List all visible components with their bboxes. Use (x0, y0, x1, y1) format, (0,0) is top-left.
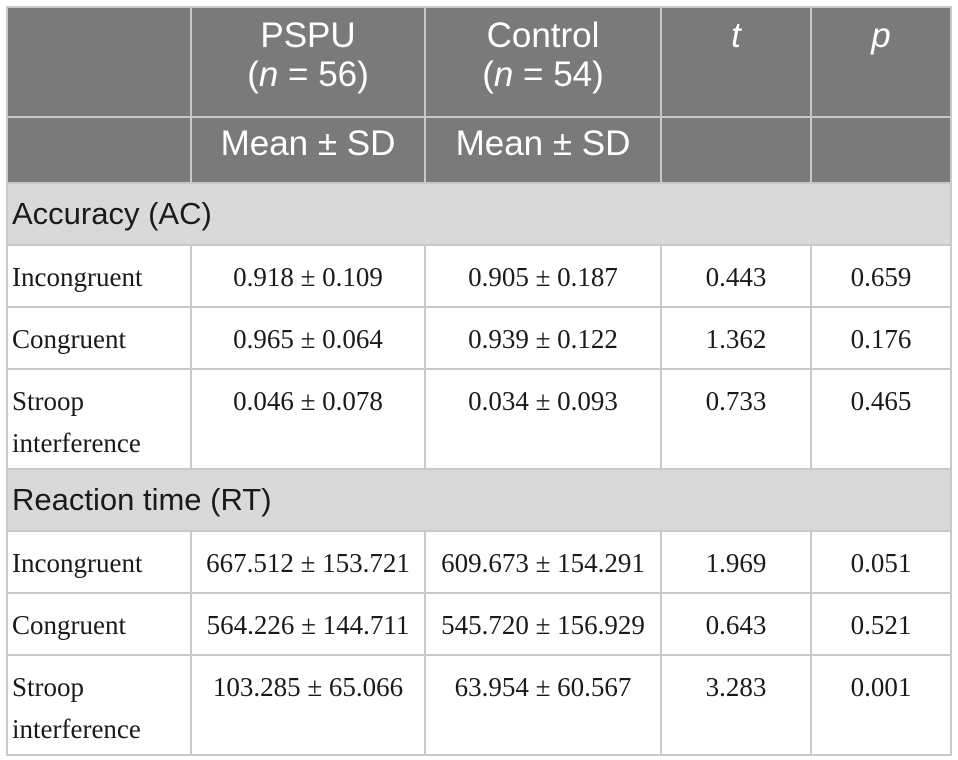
row-label: Congruent (6, 592, 192, 656)
p-cell: 0.521 (810, 592, 952, 656)
t-cell: 0.643 (660, 592, 812, 656)
control-cell: 609.673 ± 154.291 (424, 530, 662, 594)
t-cell: 0.443 (660, 244, 812, 308)
t-cell: 1.362 (660, 306, 812, 370)
subheader-empty-p (810, 116, 952, 184)
table-row: Incongruent 0.918 ± 0.109 0.905 ± 0.187 … (6, 244, 952, 308)
subheader-empty-cell (6, 116, 192, 184)
row-label: Incongruent (6, 244, 192, 308)
table-row: Stroop interference 0.046 ± 0.078 0.034 … (6, 368, 952, 470)
row-label: Stroop interference (6, 368, 192, 470)
pspu-cell: 0.965 ± 0.064 (190, 306, 426, 370)
control-cell: 63.954 ± 60.567 (424, 654, 662, 756)
control-cell: 545.720 ± 156.929 (424, 592, 662, 656)
header-pspu-n: (n = 56) (247, 55, 369, 94)
control-cell: 0.034 ± 0.093 (424, 368, 662, 470)
row-label-line1: Stroop (12, 672, 85, 702)
row-label-line1: Stroop (12, 386, 85, 416)
header-pspu: PSPU (n = 56) (190, 6, 426, 118)
pspu-cell: 103.285 ± 65.066 (190, 654, 426, 756)
row-label: Congruent (6, 306, 192, 370)
row-label: Incongruent (6, 530, 192, 594)
header-empty-cell (6, 6, 192, 118)
header-control-n: (n = 54) (482, 55, 604, 94)
subheader-row: Mean ± SD Mean ± SD (6, 116, 952, 184)
p-cell: 0.465 (810, 368, 952, 470)
p-cell: 0.176 (810, 306, 952, 370)
row-label-line2: interference (12, 428, 141, 458)
t-cell: 3.283 (660, 654, 812, 756)
subheader-empty-t (660, 116, 812, 184)
pspu-cell: 667.512 ± 153.721 (190, 530, 426, 594)
table-row: Congruent 0.965 ± 0.064 0.939 ± 0.122 1.… (6, 306, 952, 370)
section-row: Reaction time (RT) (6, 468, 952, 532)
table-row: Congruent 564.226 ± 144.711 545.720 ± 15… (6, 592, 952, 656)
p-cell: 0.659 (810, 244, 952, 308)
results-table: PSPU (n = 56) Control (n = 54) t p Mean … (6, 6, 952, 756)
pspu-cell: 0.046 ± 0.078 (190, 368, 426, 470)
header-t: t (660, 6, 812, 118)
row-label: Stroop interference (6, 654, 192, 756)
header-control: Control (n = 54) (424, 6, 662, 118)
p-cell: 0.051 (810, 530, 952, 594)
header-pspu-name: PSPU (260, 16, 356, 55)
pspu-cell: 0.918 ± 0.109 (190, 244, 426, 308)
table-row: Stroop interference 103.285 ± 65.066 63.… (6, 654, 952, 756)
header-row: PSPU (n = 56) Control (n = 54) t p (6, 6, 952, 118)
subheader-pspu: Mean ± SD (190, 116, 426, 184)
p-cell: 0.001 (810, 654, 952, 756)
t-cell: 0.733 (660, 368, 812, 470)
section-title: Reaction time (RT) (6, 468, 952, 532)
header-p: p (810, 6, 952, 118)
section-row: Accuracy (AC) (6, 182, 952, 246)
pspu-cell: 564.226 ± 144.711 (190, 592, 426, 656)
table-row: Incongruent 667.512 ± 153.721 609.673 ± … (6, 530, 952, 594)
control-cell: 0.939 ± 0.122 (424, 306, 662, 370)
header-control-name: Control (486, 16, 600, 55)
row-label-line2: interference (12, 714, 141, 744)
section-title: Accuracy (AC) (6, 182, 952, 246)
subheader-control: Mean ± SD (424, 116, 662, 184)
t-cell: 1.969 (660, 530, 812, 594)
control-cell: 0.905 ± 0.187 (424, 244, 662, 308)
